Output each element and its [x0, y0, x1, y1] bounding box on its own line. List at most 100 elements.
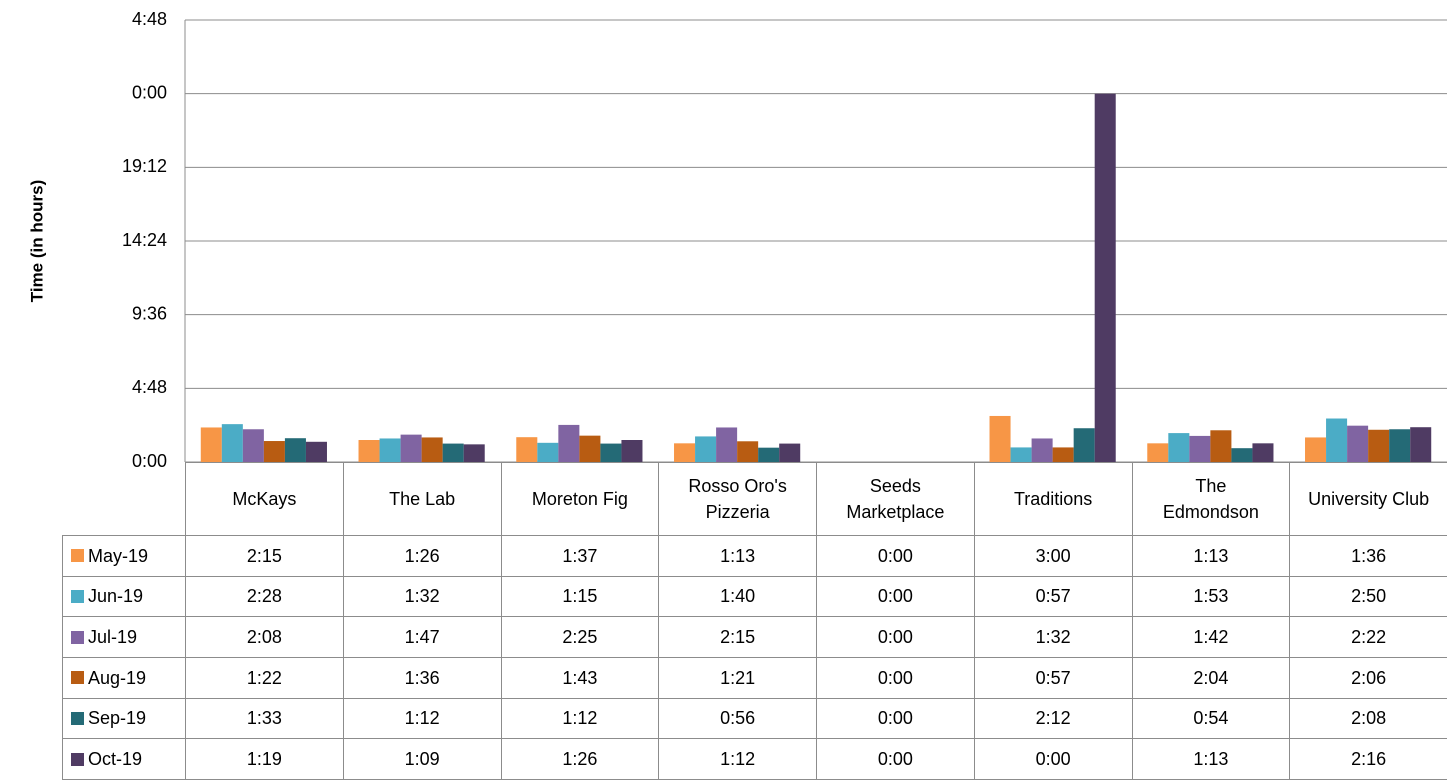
table-value: 2:08: [1289, 697, 1447, 740]
legend-label: May-19: [88, 545, 149, 566]
table-value: 0:57: [973, 575, 1133, 618]
table-value: 0:00: [816, 738, 975, 780]
table-value: 1:13: [1131, 738, 1291, 780]
table-value: 1:19: [185, 738, 344, 780]
bar: [1252, 443, 1274, 462]
legend-entry: Sep-19: [62, 697, 186, 740]
table-value: 1:37: [500, 535, 660, 577]
bar: [1410, 427, 1432, 462]
table-value: 0:57: [973, 657, 1133, 699]
bar: [1326, 418, 1348, 462]
bar: [695, 436, 717, 462]
table-value: 1:33: [185, 697, 344, 740]
bar: [621, 440, 643, 462]
table-value: 0:00: [973, 738, 1133, 780]
y-tick-label: 0:00: [132, 82, 167, 102]
table-value: 1:36: [1289, 535, 1447, 577]
table-value: 2:04: [1131, 657, 1291, 699]
legend-entry: Aug-19: [62, 657, 186, 699]
bar: [674, 443, 696, 462]
y-tick-label: 14:24: [122, 230, 167, 250]
bar: [221, 424, 243, 462]
table-value: 0:00: [816, 657, 975, 699]
category-header: Seeds Marketplace: [816, 462, 975, 536]
bar: [537, 442, 559, 462]
table-value: 1:15: [500, 575, 660, 618]
legend-swatch: [71, 711, 84, 725]
legend-swatch: [71, 589, 84, 603]
bar: [1094, 93, 1116, 463]
table-value: 2:22: [1289, 616, 1447, 658]
table-value: 1:32: [342, 575, 502, 618]
legend-label: Jul-19: [88, 627, 138, 648]
bar: [463, 444, 485, 462]
bar: [400, 434, 422, 462]
table-value: 1:13: [658, 535, 817, 577]
category-header: Moreton Fig: [500, 462, 660, 536]
category-header: University Club: [1289, 462, 1447, 536]
table-value: 1:26: [342, 535, 502, 577]
y-tick-label: 9:36: [132, 303, 167, 323]
table-value: 2:12: [973, 697, 1133, 740]
legend-swatch: [71, 549, 84, 563]
legend-label: Aug-19: [88, 667, 147, 688]
table-value: 2:06: [1289, 657, 1447, 699]
table-value: 1:32: [973, 616, 1133, 658]
y-tick-label: 0:00: [132, 451, 167, 471]
category-header: The Edmondson: [1131, 462, 1291, 536]
bar: [737, 441, 759, 462]
table-value: 2:25: [500, 616, 660, 658]
table-value: 1:12: [500, 697, 660, 740]
category-header: Traditions: [973, 462, 1133, 536]
table-value: 1:42: [1131, 616, 1291, 658]
bar: [1052, 447, 1074, 462]
table-value: 2:08: [185, 616, 344, 658]
legend-entry: Jun-19: [62, 575, 186, 618]
bar: [1305, 437, 1327, 462]
bar: [305, 441, 327, 462]
bar: [284, 438, 306, 462]
bar: [579, 435, 601, 462]
bar: [989, 415, 1011, 462]
bar: [358, 440, 380, 462]
table-value: 0:56: [658, 697, 817, 740]
bar: [379, 438, 401, 462]
y-axis-label: Time (in hours): [27, 180, 46, 302]
table-value: 1:53: [1131, 575, 1291, 618]
table-value: 0:00: [816, 616, 975, 658]
bar: [242, 429, 264, 462]
legend-swatch: [71, 752, 84, 766]
table-value: 1:12: [658, 738, 817, 780]
legend-entry: May-19: [62, 535, 186, 577]
table-value: 2:15: [185, 535, 344, 577]
table-value: 0:00: [816, 535, 975, 577]
legend-entry: Oct-19: [62, 738, 186, 780]
category-header: Rosso Oro's Pizzeria: [658, 462, 817, 536]
table-value: 2:15: [658, 616, 817, 658]
table-value: 0:00: [816, 697, 975, 740]
bar: [1031, 438, 1053, 462]
legend-label: Sep-19: [88, 708, 147, 729]
table-value: 1:12: [342, 697, 502, 740]
table-value: 3:00: [973, 535, 1133, 577]
legend-label: Jun-19: [88, 586, 144, 607]
bar: [1347, 425, 1369, 462]
table-value: 1:36: [342, 657, 502, 699]
bar: [1368, 429, 1390, 462]
bar: [1231, 448, 1253, 462]
bar: [200, 427, 222, 462]
bar: [263, 441, 285, 462]
bar: [1010, 447, 1032, 462]
y-tick-label: 4:48: [132, 9, 167, 29]
table-value: 1:47: [342, 616, 502, 658]
bar: [758, 447, 780, 462]
table-value: 1:09: [342, 738, 502, 780]
table-value: 2:28: [185, 575, 344, 618]
y-tick-label: 19:12: [122, 156, 167, 176]
table-value: 1:40: [658, 575, 817, 618]
y-tick-label: 4:48: [132, 377, 167, 397]
bar: [779, 443, 801, 462]
table-value: 1:26: [500, 738, 660, 780]
